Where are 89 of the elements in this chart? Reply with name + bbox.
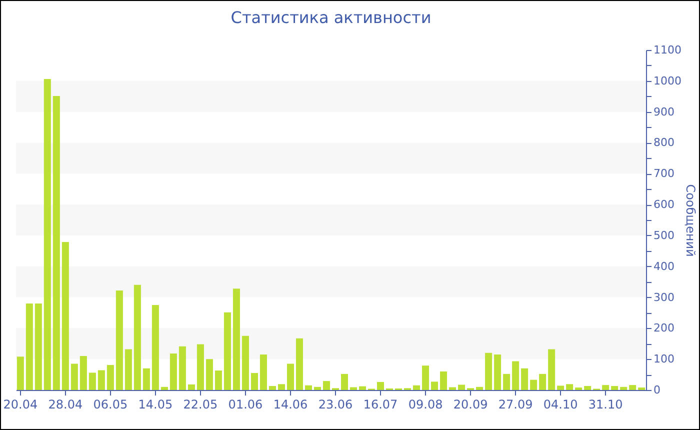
bar	[26, 303, 33, 390]
bar	[188, 384, 195, 390]
x-tick-label: 27.09	[498, 398, 533, 412]
bar	[530, 380, 538, 390]
y-axis-title: Сообщений	[683, 184, 698, 257]
y-tick-label: 500	[654, 228, 674, 242]
bar	[431, 382, 438, 390]
bar	[124, 349, 132, 390]
bar	[88, 372, 96, 390]
x-tick-label: 20.09	[453, 398, 488, 412]
y-tick-label: 1100	[654, 44, 682, 56]
bar	[250, 373, 258, 390]
bar	[557, 386, 564, 390]
y-tick-label: 900	[654, 105, 674, 118]
y-tick-label: 700	[654, 167, 674, 180]
bar	[62, 242, 69, 390]
bar	[377, 382, 384, 390]
x-tick-label: 23.06	[318, 398, 353, 412]
bar	[314, 386, 322, 390]
bar	[620, 386, 628, 390]
bar	[413, 385, 420, 390]
bar	[503, 374, 510, 390]
bar	[178, 346, 186, 390]
bar	[142, 368, 150, 390]
bar	[52, 96, 60, 390]
bar	[476, 386, 484, 390]
y-tick-label: 800	[654, 136, 674, 150]
bar	[512, 361, 520, 390]
bar	[548, 349, 556, 390]
bar	[224, 312, 231, 390]
bar	[458, 384, 466, 390]
bar	[629, 385, 636, 390]
bar	[611, 386, 618, 390]
bar	[340, 374, 348, 390]
bar	[242, 336, 249, 390]
bar	[232, 288, 240, 390]
bar	[44, 79, 51, 390]
bar	[485, 352, 492, 390]
x-tick-label: 01.06	[228, 398, 263, 412]
x-tick-label: 28.04	[48, 398, 83, 412]
x-tick-label: 14.06	[273, 398, 308, 412]
bar	[449, 387, 456, 390]
bar	[440, 371, 448, 390]
bar	[422, 366, 430, 390]
bar	[106, 364, 114, 390]
bar	[602, 385, 610, 390]
bar	[584, 386, 592, 390]
x-tick-label: 16.07	[363, 398, 398, 412]
y-tick-label: 200	[654, 322, 674, 335]
bar	[70, 364, 78, 390]
y-tick-label: 400	[654, 260, 674, 273]
bar	[206, 359, 213, 390]
bar	[214, 370, 222, 390]
x-tick-label: 22.05	[183, 398, 218, 412]
bar	[152, 305, 159, 390]
y-tick-label: 0	[654, 384, 660, 396]
x-tick-label: 06.05	[93, 398, 128, 412]
y-tick-label: 100	[654, 352, 674, 366]
bar	[260, 354, 267, 390]
x-tick-label: 31.10	[588, 398, 623, 412]
bar	[296, 338, 303, 390]
bar	[160, 386, 168, 390]
bar	[359, 386, 366, 390]
bar	[34, 303, 42, 390]
bar	[98, 370, 105, 390]
bar	[196, 344, 204, 390]
bar	[566, 384, 574, 390]
bar	[116, 290, 123, 390]
bar	[521, 368, 528, 390]
bar	[286, 364, 294, 390]
bar	[304, 385, 312, 390]
bar	[278, 384, 285, 390]
bar	[80, 356, 87, 390]
y-tick-label: 300	[654, 290, 674, 304]
bar	[16, 356, 24, 390]
x-tick-label: 20.04	[3, 398, 38, 412]
bar	[268, 386, 276, 390]
chart-title: Статистика активности	[230, 8, 432, 27]
bar	[134, 284, 141, 390]
bar	[322, 381, 330, 390]
bar	[494, 354, 502, 390]
x-tick-label: 04.10	[543, 398, 578, 412]
x-tick-label: 09.08	[408, 398, 443, 412]
y-tick-label: 1000	[654, 74, 682, 88]
x-tick-label: 14.05	[138, 398, 173, 412]
y-tick-label: 600	[654, 198, 674, 212]
bar	[350, 387, 358, 390]
bar	[539, 374, 546, 390]
bar	[170, 354, 177, 390]
